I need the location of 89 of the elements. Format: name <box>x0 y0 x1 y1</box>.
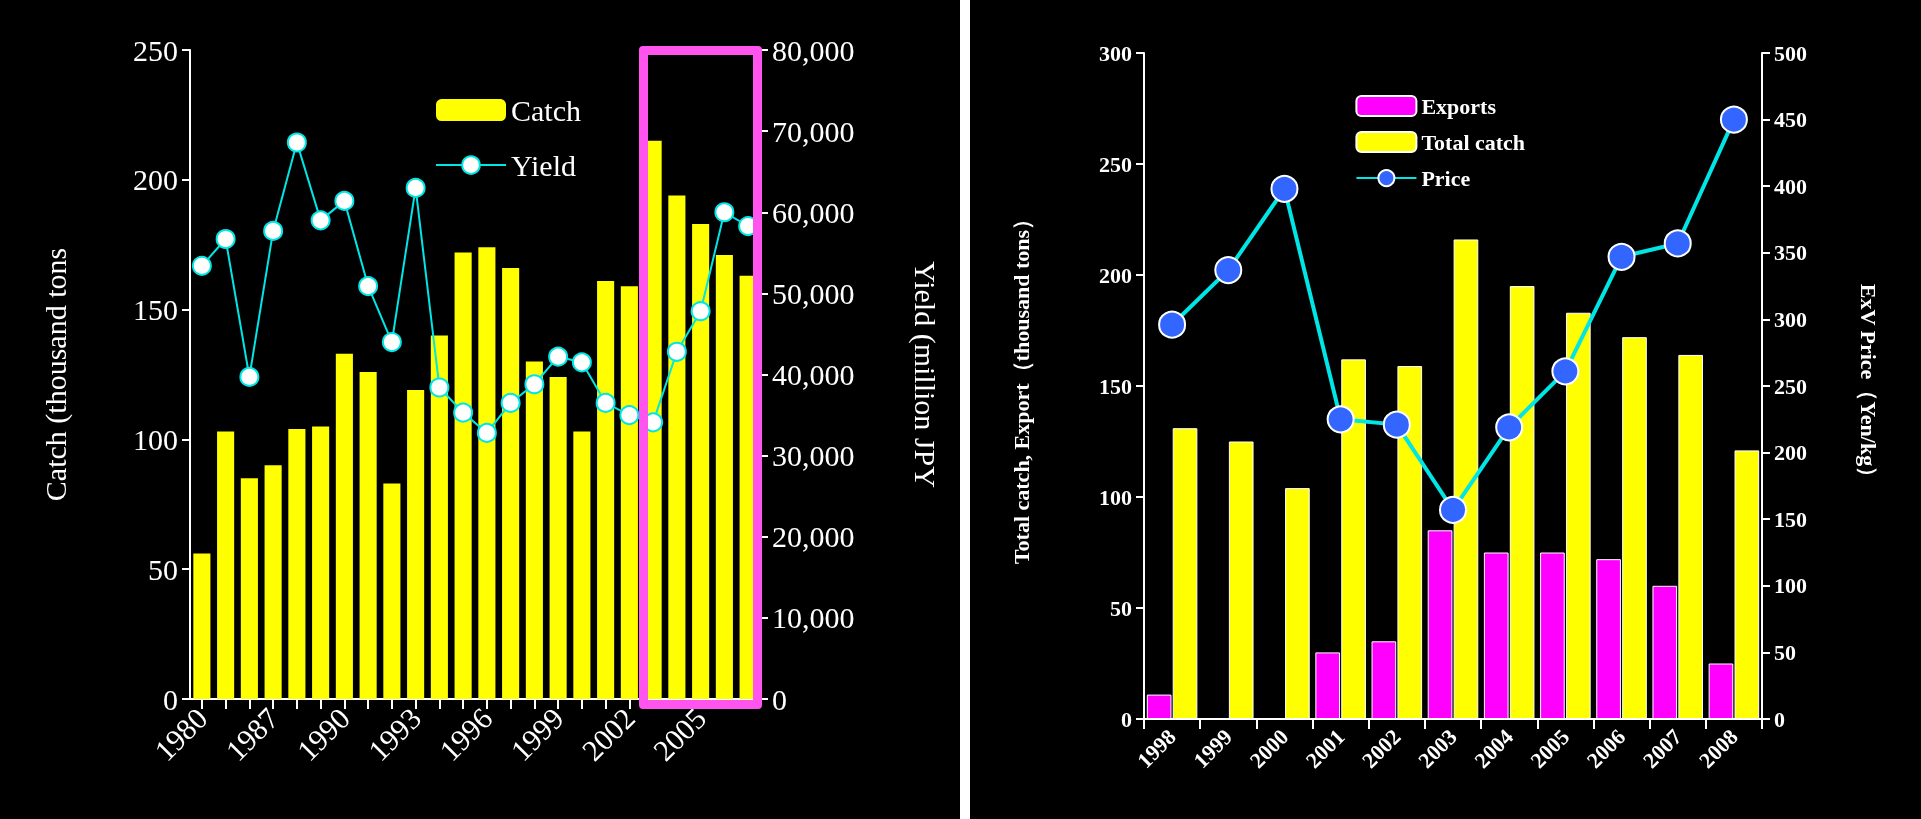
point <box>334 190 355 211</box>
y2-tick-label: 0 <box>772 682 787 716</box>
legend-label: Price <box>1421 165 1471 191</box>
y-tick-label: 250 <box>1099 151 1132 177</box>
point <box>595 392 616 413</box>
x-tick-label: 1990 <box>290 701 357 768</box>
bar <box>525 361 543 699</box>
bar <box>668 195 686 699</box>
bar <box>454 252 472 699</box>
y2-tick-label: 40,000 <box>772 358 855 391</box>
bar <box>430 335 448 699</box>
bar <box>264 465 282 699</box>
y-axis-title: Total catch, Export（thousand tons） <box>1008 207 1034 565</box>
y2-tick-label: 450 <box>1774 107 1807 133</box>
bar <box>288 429 306 699</box>
y-tick-label: 200 <box>133 163 178 197</box>
point <box>405 177 426 198</box>
legend-label: Catch <box>511 93 581 127</box>
y-tick-label: 0 <box>1121 706 1132 732</box>
point <box>619 405 640 426</box>
y2-tick-label: 300 <box>1774 306 1807 332</box>
point <box>524 374 545 395</box>
y2-tick-label: 400 <box>1774 173 1807 199</box>
bar <box>549 377 567 699</box>
y2-tick-label: 350 <box>1774 240 1807 266</box>
y-tick-label: 150 <box>1099 373 1132 399</box>
y2-tick-label: 150 <box>1774 506 1807 532</box>
y2-tick-label: 0 <box>1774 706 1785 732</box>
bar <box>502 268 520 699</box>
y2-tick-label: 500 <box>1774 40 1807 66</box>
point <box>453 402 474 423</box>
y2-tick-label: 50 <box>1774 639 1796 665</box>
bar <box>597 281 615 699</box>
x-tick-label: 1999 <box>504 701 570 768</box>
y2-tick-label: 100 <box>1774 573 1807 599</box>
point <box>381 332 402 353</box>
y-tick-label: 150 <box>133 293 178 327</box>
y-tick-label: 50 <box>148 552 178 586</box>
point <box>239 366 260 387</box>
point <box>666 341 687 362</box>
point <box>714 202 735 223</box>
y-axis-title: Catch (thousand tons <box>38 247 73 502</box>
y-tick-label: 300 <box>1099 40 1132 66</box>
x-tick-label: 1993 <box>361 701 428 768</box>
bar <box>692 223 710 699</box>
bar <box>573 431 591 699</box>
point <box>429 377 450 398</box>
bar <box>383 483 401 699</box>
bar <box>407 390 425 699</box>
legend-label: Exports <box>1421 93 1497 119</box>
bar <box>217 431 235 699</box>
legend-label: Total catch <box>1421 129 1526 155</box>
bar <box>359 371 377 699</box>
y2-tick-label: 200 <box>1774 440 1807 466</box>
point <box>215 229 236 250</box>
point <box>548 346 569 367</box>
y-tick-label: 250 <box>133 33 178 67</box>
y-tick-label: 100 <box>1099 484 1132 510</box>
y2-tick-label: 80,000 <box>772 33 855 67</box>
bar <box>312 426 330 699</box>
y2-tick-label: 60,000 <box>772 195 855 229</box>
y-tick-label: 0 <box>163 682 178 716</box>
bar <box>193 553 211 699</box>
y2-tick-label: 10,000 <box>772 601 855 635</box>
y2-axis-title: Yield (million JPY <box>907 261 942 488</box>
legend-label: Yield <box>511 148 576 182</box>
y2-tick-label: 30,000 <box>772 439 855 473</box>
point <box>690 301 711 322</box>
y2-axis-title: ExV Price（Yen/kg） <box>1855 283 1881 489</box>
y-tick-label: 100 <box>133 422 178 456</box>
y2-tick-label: 20,000 <box>772 520 855 554</box>
point <box>476 422 497 443</box>
bar <box>715 255 733 699</box>
point <box>286 132 307 153</box>
y2-tick-label: 250 <box>1774 373 1807 399</box>
point <box>571 352 592 373</box>
y-tick-label: 50 <box>1110 595 1132 621</box>
bar <box>478 247 496 699</box>
point <box>191 255 212 276</box>
point <box>263 220 284 241</box>
point <box>500 392 521 413</box>
bar <box>335 353 353 699</box>
y2-tick-label: 50,000 <box>772 276 855 310</box>
bar <box>240 478 258 699</box>
y-tick-label: 200 <box>1099 262 1132 288</box>
point <box>310 210 331 231</box>
bar <box>620 286 638 699</box>
y2-tick-label: 70,000 <box>772 114 855 148</box>
point <box>358 276 379 297</box>
